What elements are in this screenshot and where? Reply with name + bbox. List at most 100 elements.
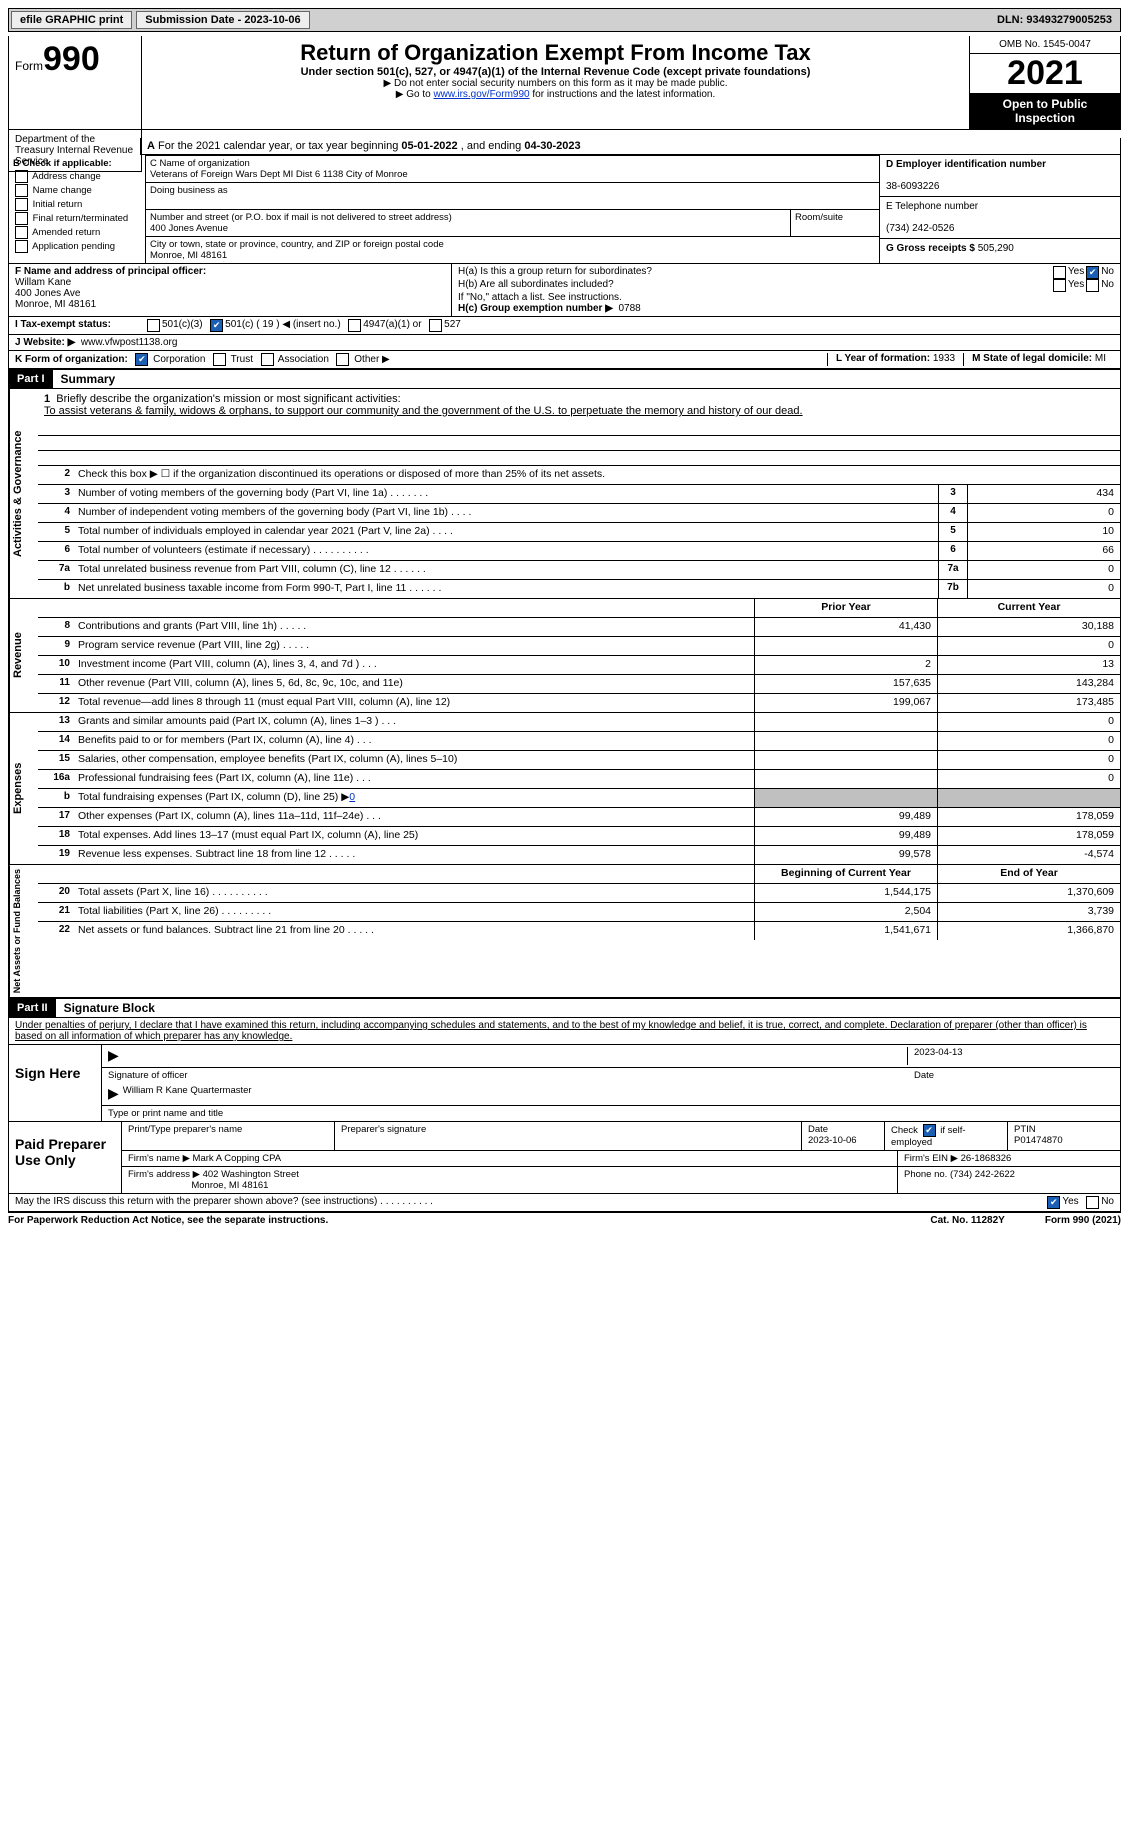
irs-link[interactable]: www.irs.gov/Form990 xyxy=(433,89,529,100)
f-officer: F Name and address of principal officer:… xyxy=(9,264,452,316)
final-return-checkbox[interactable] xyxy=(15,212,28,225)
na-hdr-num xyxy=(38,865,74,883)
ha-yes: Yes xyxy=(1068,266,1084,279)
l12-prior: 199,067 xyxy=(754,694,937,712)
org-name: Veterans of Foreign Wars Dept MI Dist 6 … xyxy=(150,169,875,180)
firm-addr-label: Firm's address ▶ xyxy=(128,1169,200,1180)
mission-text: To assist veterans & family, widows & or… xyxy=(44,405,1114,417)
submission-date-button[interactable]: Submission Date - 2023-10-06 xyxy=(136,11,309,29)
discuss-yes-checkbox[interactable] xyxy=(1047,1196,1060,1209)
goto-post: for instructions and the latest informat… xyxy=(530,89,716,100)
prep-sig-label: Preparer's signature xyxy=(341,1124,426,1135)
l5-val: 10 xyxy=(967,523,1120,541)
l13-prior xyxy=(754,713,937,731)
l19-desc: Revenue less expenses. Subtract line 18 … xyxy=(74,846,754,864)
firm-ein: 26-1868326 xyxy=(961,1153,1012,1164)
m-label: M State of legal domicile: xyxy=(972,353,1092,364)
entity-section: B Check if applicable: Address change Na… xyxy=(8,155,1121,264)
l20-num: 20 xyxy=(38,884,74,902)
corp-label: Corporation xyxy=(153,354,205,365)
city-label: City or town, state or province, country… xyxy=(150,239,875,250)
firm-phone: (734) 242-2622 xyxy=(950,1169,1015,1180)
l18-desc: Total expenses. Add lines 13–17 (must eq… xyxy=(74,827,754,845)
goto-pre: ▶ Go to xyxy=(396,89,434,100)
l14-desc: Benefits paid to or for members (Part IX… xyxy=(74,732,754,750)
l16a-num: 16a xyxy=(38,770,74,788)
row-klm: K Form of organization: Corporation Trus… xyxy=(8,351,1121,369)
i-label: I Tax-exempt status: xyxy=(15,319,145,332)
year-begin: 05-01-2022 xyxy=(401,140,457,152)
app-pending-checkbox[interactable] xyxy=(15,240,28,253)
final-label: Final return/terminated xyxy=(33,213,129,224)
discuss-no-checkbox[interactable] xyxy=(1086,1196,1099,1209)
501c-checkbox[interactable] xyxy=(210,319,223,332)
trust-checkbox[interactable] xyxy=(213,353,226,366)
firm-name: Mark A Copping CPA xyxy=(193,1153,282,1164)
other-checkbox[interactable] xyxy=(336,353,349,366)
initial-return-checkbox[interactable] xyxy=(15,198,28,211)
hb-no: No xyxy=(1101,279,1114,292)
hb-yes: Yes xyxy=(1068,279,1084,292)
website-value: www.vfwpost1138.org xyxy=(81,337,178,348)
goto-note: ▶ Go to www.irs.gov/Form990 for instruct… xyxy=(148,89,963,100)
j-label: J Website: ▶ xyxy=(15,337,75,348)
row-f-h: F Name and address of principal officer:… xyxy=(8,264,1121,317)
assoc-checkbox[interactable] xyxy=(261,353,274,366)
addr-label: Number and street (or P.O. box if mail i… xyxy=(150,212,786,223)
l17-desc: Other expenses (Part IX, column (A), lin… xyxy=(74,808,754,826)
l17-num: 17 xyxy=(38,808,74,826)
prep-date-label: Date xyxy=(808,1124,828,1135)
l4-desc: Number of independent voting members of … xyxy=(74,504,938,522)
l15-prior xyxy=(754,751,937,769)
name-change-checkbox[interactable] xyxy=(15,184,28,197)
ein-label: D Employer identification number xyxy=(886,159,1046,170)
l18-curr: 178,059 xyxy=(937,827,1120,845)
firm-phone-label: Phone no. xyxy=(904,1169,947,1180)
hb-yes-checkbox[interactable] xyxy=(1053,279,1066,292)
amended-checkbox[interactable] xyxy=(15,226,28,239)
l14-prior xyxy=(754,732,937,750)
l16a-desc: Professional fundraising fees (Part IX, … xyxy=(74,770,754,788)
sign-here-label: Sign Here xyxy=(9,1045,102,1121)
officer-name: Willam Kane xyxy=(15,277,71,288)
efile-print-button[interactable]: efile GRAPHIC print xyxy=(11,11,132,29)
527-checkbox[interactable] xyxy=(429,319,442,332)
other-label: Other ▶ xyxy=(354,354,389,365)
self-emp-checkbox[interactable] xyxy=(923,1124,936,1137)
hc-value: 0788 xyxy=(618,303,640,314)
hb-label: H(b) Are all subordinates included? xyxy=(458,279,1051,292)
ha-no-checkbox[interactable] xyxy=(1086,266,1099,279)
col-c-org: C Name of organization Veterans of Forei… xyxy=(146,155,880,264)
arrow-icon: ▶ xyxy=(108,1047,123,1065)
l16b-link[interactable]: 0 xyxy=(349,791,355,803)
gross-value: 505,290 xyxy=(978,243,1014,254)
prep-date: 2023-10-06 xyxy=(808,1135,857,1146)
ssn-note: ▶ Do not enter social security numbers o… xyxy=(148,78,963,89)
part-i-header: Part I Summary xyxy=(8,369,1121,389)
corp-checkbox[interactable] xyxy=(135,353,148,366)
l16b-curr xyxy=(937,789,1120,807)
net-assets-section: Net Assets or Fund Balances Beginning of… xyxy=(8,865,1121,998)
top-toolbar: efile GRAPHIC print Submission Date - 20… xyxy=(8,8,1121,32)
room-label: Room/suite xyxy=(795,212,875,223)
mission-line1 xyxy=(38,421,1120,436)
l3-desc: Number of voting members of the governin… xyxy=(74,485,938,503)
officer-addr1: 400 Jones Ave xyxy=(15,288,80,299)
4947-checkbox[interactable] xyxy=(348,319,361,332)
col-b-checkboxes: B Check if applicable: Address change Na… xyxy=(8,155,146,264)
initial-label: Initial return xyxy=(33,199,83,210)
l7a-desc: Total unrelated business revenue from Pa… xyxy=(74,561,938,579)
l7b-num: b xyxy=(38,580,74,598)
part-ii-badge: Part II xyxy=(9,999,56,1017)
prep-print-label: Print/Type preparer's name xyxy=(128,1124,242,1135)
l9-curr: 0 xyxy=(937,637,1120,655)
ha-yes-checkbox[interactable] xyxy=(1053,266,1066,279)
l11-num: 11 xyxy=(38,675,74,693)
l17-prior: 99,489 xyxy=(754,808,937,826)
l21-desc: Total liabilities (Part X, line 26) . . … xyxy=(74,903,754,921)
addr-change-checkbox[interactable] xyxy=(15,170,28,183)
l16b-desc: Total fundraising expenses (Part IX, col… xyxy=(74,789,754,807)
l12-num: 12 xyxy=(38,694,74,712)
501c3-checkbox[interactable] xyxy=(147,319,160,332)
hb-no-checkbox[interactable] xyxy=(1086,279,1099,292)
